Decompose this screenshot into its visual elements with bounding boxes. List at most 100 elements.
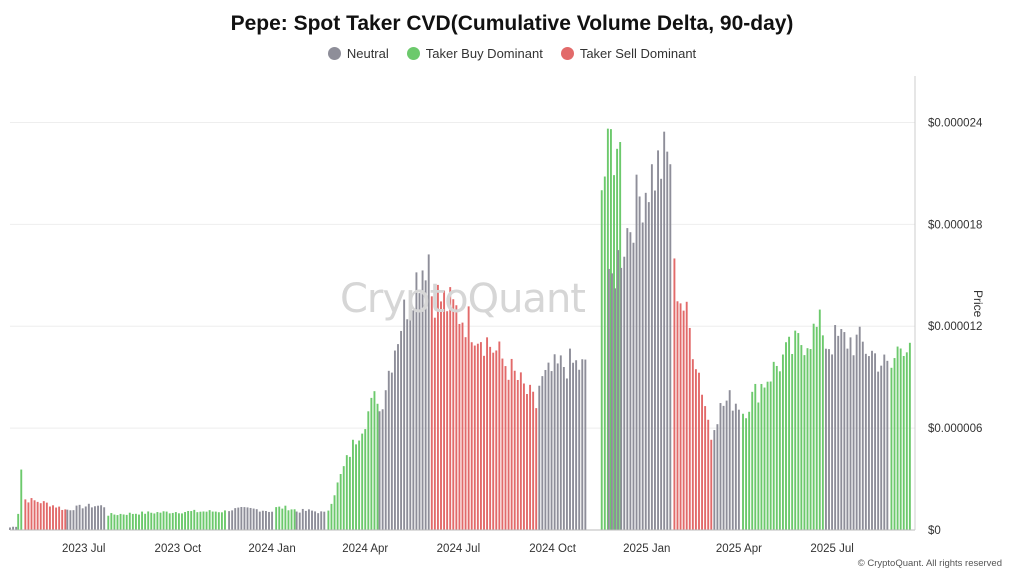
- cvd-bar: [205, 511, 208, 530]
- cvd-bar: [174, 512, 177, 530]
- cvd-bar: [635, 174, 638, 530]
- cvd-bar: [384, 390, 387, 530]
- cvd-bar: [647, 202, 650, 530]
- cvd-bar: [731, 410, 734, 530]
- cvd-bar: [187, 510, 190, 530]
- cvd-bar: [788, 336, 791, 530]
- cvd-bar: [529, 384, 532, 530]
- cvd-bar: [430, 296, 433, 530]
- cvd-bar: [323, 511, 326, 530]
- cvd-bar: [181, 513, 183, 530]
- legend-dot-neutral: [327, 47, 341, 60]
- cvd-bar: [237, 507, 240, 530]
- cvd-bar: [785, 342, 787, 530]
- cvd-bar: [15, 526, 18, 530]
- cvd-bar: [271, 511, 274, 530]
- cvd-bar: [144, 513, 147, 530]
- cvd-bar: [355, 444, 357, 530]
- cvd-bar: [874, 353, 877, 530]
- cvd-bar: [617, 250, 620, 531]
- cvd-bar: [867, 356, 870, 530]
- x-tick-label: 2025 Apr: [716, 543, 762, 555]
- cvd-bar: [797, 333, 800, 530]
- cvd-bar: [858, 326, 861, 530]
- cvd-bar: [427, 254, 430, 531]
- cvd-bar: [336, 482, 339, 530]
- cvd-bar: [619, 142, 622, 530]
- cvd-bar: [458, 323, 461, 530]
- cvd-bar: [84, 506, 87, 530]
- cvd-bar: [87, 503, 90, 530]
- cvd-bar: [476, 343, 479, 530]
- x-tick-label: 2024 Jul: [437, 543, 480, 555]
- cvd-bar: [55, 507, 58, 530]
- cvd-bar: [217, 512, 220, 530]
- cvd-bar: [626, 228, 629, 530]
- cvd-bar: [679, 303, 682, 530]
- cvd-bar: [818, 309, 821, 530]
- cvd-bar: [737, 409, 740, 530]
- cvd-bar: [896, 346, 899, 530]
- cvd-bar: [877, 371, 880, 530]
- cvd-bar: [128, 512, 131, 530]
- cvd-bar: [541, 376, 544, 530]
- cvd-bar: [556, 363, 559, 530]
- cvd-bar: [455, 305, 458, 530]
- legend-item-sell[interactable]: Taker Sell Dominant: [560, 46, 696, 61]
- legend-item-buy[interactable]: Taker Buy Dominant: [406, 46, 543, 61]
- cvd-bar: [908, 342, 911, 530]
- cvd-bar: [48, 506, 51, 530]
- cvd-bar: [153, 513, 156, 530]
- cvd-bar: [443, 290, 446, 530]
- cvd-bar: [504, 366, 507, 530]
- cvd-bar: [119, 513, 122, 530]
- cvd-bar: [295, 511, 298, 530]
- cvd-bar: [769, 381, 772, 530]
- cvd-bar: [828, 349, 830, 530]
- cvd-bar: [131, 513, 134, 530]
- cvd-bar: [33, 500, 36, 530]
- y-axis-label: Price: [971, 290, 985, 318]
- cvd-bar: [565, 378, 568, 530]
- cvd-bar: [812, 323, 815, 530]
- y-tick-label: $0.000018: [928, 219, 982, 231]
- cvd-bar: [61, 509, 64, 530]
- cvd-bar: [569, 348, 571, 530]
- cvd-bar: [387, 370, 390, 530]
- x-tick-label: 2023 Jul: [62, 543, 105, 555]
- cvd-bar: [781, 354, 784, 530]
- cvd-bar: [261, 510, 264, 530]
- cvd-bar: [526, 394, 528, 530]
- cvd-bar: [125, 514, 128, 530]
- cvd-bar: [669, 164, 672, 531]
- cvd-bar: [748, 411, 751, 530]
- cvd-bar: [162, 511, 165, 530]
- cvd-bar: [58, 506, 61, 530]
- cvd-bar: [632, 242, 635, 531]
- cvd-bar: [64, 509, 67, 530]
- cvd-bar: [168, 513, 171, 530]
- cvd-bar: [722, 405, 725, 530]
- legend-item-neutral[interactable]: Neutral: [327, 46, 389, 61]
- cvd-bar: [211, 511, 214, 530]
- cvd-bar: [701, 394, 704, 530]
- cvd-bar: [69, 510, 72, 530]
- cvd-bar: [301, 508, 304, 530]
- cvd-bar: [623, 256, 626, 530]
- cvd-bar: [532, 391, 535, 530]
- cvd-bar: [159, 512, 162, 530]
- cvd-bar: [501, 358, 504, 530]
- cvd-bar: [609, 129, 612, 530]
- cvd-bar: [763, 387, 766, 530]
- cvd-bar: [352, 439, 354, 530]
- chart-title: Pepe: Spot Taker CVD(Cumulative Volume D…: [230, 12, 794, 35]
- cvd-bar: [156, 512, 159, 530]
- cvd-bar: [794, 330, 797, 530]
- cvd-bar: [311, 510, 313, 530]
- cvd-bar: [905, 352, 908, 530]
- cvd-bar: [333, 495, 336, 530]
- cvd-bar: [650, 164, 653, 531]
- cvd-bar: [852, 355, 855, 530]
- cvd-bar: [603, 176, 606, 530]
- cvd-bar: [436, 284, 439, 530]
